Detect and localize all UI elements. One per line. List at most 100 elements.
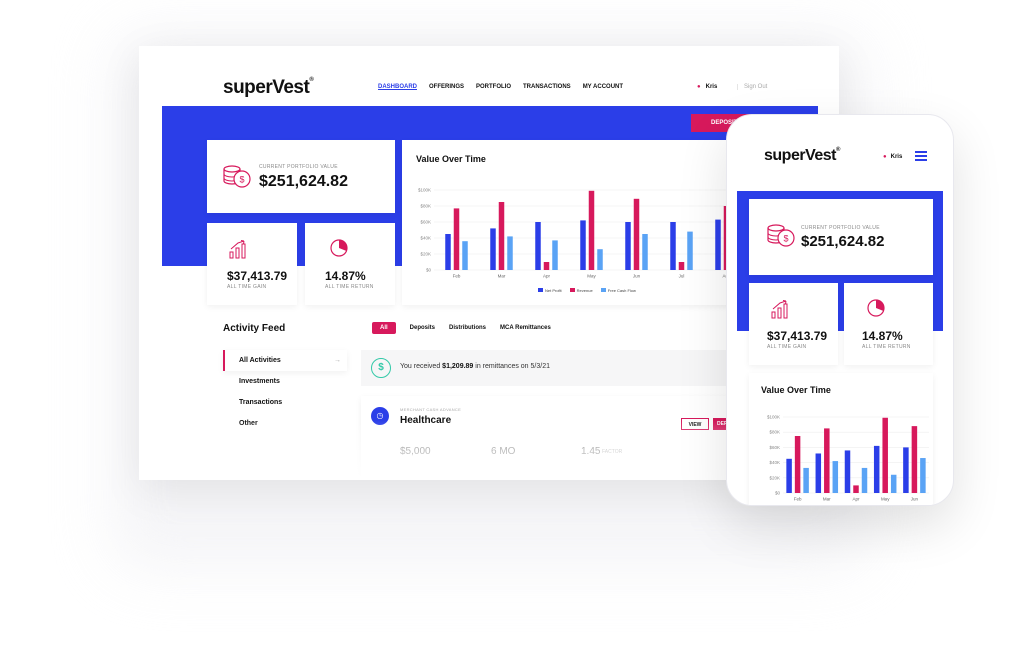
legend-net-profit: Net Profit [538, 288, 562, 293]
bar [815, 453, 822, 493]
bar [490, 228, 496, 270]
y-tick-label: $60K [420, 220, 431, 225]
nav-transactions[interactable]: TRANSACTIONS [523, 84, 571, 90]
coins-icon: $ [223, 165, 251, 188]
growth-chart-icon [771, 300, 788, 319]
x-tick-label: Apr [543, 274, 551, 279]
bar [462, 241, 468, 270]
bar [498, 202, 505, 270]
view-button[interactable]: VIEW [681, 418, 709, 430]
offering-name: Healthcare [400, 415, 452, 426]
growth-chart-icon [229, 240, 246, 259]
coins-icon: $ [767, 224, 795, 247]
all-time-return-card: 14.87% ALL TIME RETURN [305, 223, 395, 305]
side-item-investments[interactable]: Investments [239, 378, 280, 385]
x-tick-label: Feb [794, 497, 802, 502]
bar [715, 219, 721, 270]
logo[interactable]: superVest® [223, 77, 314, 98]
side-item-all-activities[interactable]: All Activities → [223, 350, 347, 371]
activity-side-menu: All Activities → Investments Transactions… [223, 350, 347, 434]
y-tick-label: $0 [775, 491, 781, 496]
legend-free-cash-flow: Free Cash Flow [600, 288, 636, 293]
filter-distributions[interactable]: Distributions [449, 325, 487, 331]
bar [882, 417, 888, 493]
mobile-logo[interactable]: superVest® [764, 147, 840, 164]
bar [786, 458, 792, 493]
bar [670, 222, 676, 270]
bar [543, 262, 550, 270]
bar [535, 222, 541, 270]
bar [911, 426, 918, 493]
filter-all[interactable]: All [372, 322, 396, 334]
activity-filters: All Deposits Distributions MCA Remittanc… [372, 322, 551, 334]
x-tick-label: Feb [453, 274, 461, 279]
y-tick-label: $40K [420, 236, 431, 241]
bar [642, 234, 648, 270]
offering-factor-label: FACTOR [602, 449, 623, 455]
bar [445, 234, 451, 270]
bar [803, 467, 809, 493]
filter-mca-remittances[interactable]: MCA Remittances [500, 325, 551, 331]
bar [853, 485, 859, 493]
y-tick-label: $20K [420, 252, 431, 257]
svg-text:$: $ [783, 234, 788, 244]
bar [844, 450, 851, 493]
dollar-refresh-icon: $ [371, 358, 391, 378]
mobile-gain-value: $37,413.79 [767, 329, 828, 343]
bar [678, 262, 685, 270]
portfolio-value-card: $ CURRENT PORTFOLIO VALUE $251,624.82 [207, 140, 395, 213]
y-tick-label: $80K [420, 204, 431, 209]
bar [687, 231, 693, 270]
y-tick-label: $40K [769, 460, 780, 465]
bar [890, 474, 897, 493]
user-menu[interactable]: ● Kris [697, 84, 718, 90]
bar [794, 436, 801, 493]
mobile-gain-label: ALL TIME GAIN [767, 344, 807, 350]
bar [920, 458, 926, 493]
nav-my-account[interactable]: MY ACCOUNT [582, 84, 624, 90]
x-tick-label: Mar [823, 497, 831, 502]
mobile-value-over-time-chart: $0 $20K $40K $60K $80K $100K Feb Mar Apr May Jun [767, 415, 929, 502]
all-time-gain-card: $37,413.79 ALL TIME GAIN [207, 223, 297, 305]
hamburger-menu-icon[interactable] [915, 151, 927, 163]
main-nav: DASHBOARD OFFERINGS PORTFOLIO TRANSACTIO… [378, 84, 623, 90]
top-nav-bar: superVest® DASHBOARD OFFERINGS PORTFOLIO… [139, 46, 839, 106]
filter-deposits[interactable]: Deposits [409, 325, 436, 331]
activity-feed-title: Activity Feed [223, 323, 286, 334]
mobile-device: superVest® ● Kris $ CURRENT PORTFOLIO VAL… [726, 114, 954, 506]
x-tick-label: Apr [852, 497, 860, 502]
user-icon: ● [883, 154, 887, 160]
mobile-screen: superVest® ● Kris $ CURRENT PORTFOLIO VAL… [737, 133, 943, 505]
mobile-portfolio-value: $251,624.82 [801, 233, 885, 250]
return-label: ALL TIME RETURN [325, 284, 374, 290]
pie-chart-icon [867, 299, 885, 317]
arrow-right-icon: → [334, 357, 341, 364]
y-tick-label: $100K [767, 415, 780, 420]
return-value: 14.87% [325, 269, 366, 283]
gain-label: ALL TIME GAIN [227, 284, 267, 290]
bar [588, 190, 595, 270]
portfolio-value: $251,624.82 [259, 173, 348, 190]
side-item-other[interactable]: Other [239, 420, 258, 427]
nav-portfolio[interactable]: PORTFOLIO [476, 84, 512, 90]
remittance-text: You received $1,209.89 in remittances on… [400, 363, 550, 370]
offering-amount: $5,000 [400, 446, 431, 457]
mobile-portfolio-card: $ CURRENT PORTFOLIO VALUE $251,624.82 [749, 199, 933, 275]
bar [873, 445, 880, 493]
nav-offerings[interactable]: OFFERINGS [429, 84, 465, 90]
mobile-value-over-time-card: Value Over Time $0 $20K $40K $60K $80K $100K F… [749, 373, 933, 505]
bar [453, 208, 460, 270]
bar [861, 467, 868, 493]
clock-icon: ◷ [371, 407, 389, 425]
nav-dashboard[interactable]: DASHBOARD [378, 84, 417, 90]
chart-legend: Net Profit Revenue Free Cash Flow [538, 288, 636, 293]
sign-out-link[interactable]: Sign Out [737, 84, 767, 90]
desktop-dashboard: superVest® DASHBOARD OFFERINGS PORTFOLIO… [139, 46, 839, 480]
y-tick-label: $100K [418, 188, 431, 193]
mobile-user-menu[interactable]: ● Kris [883, 154, 903, 160]
svg-text:$: $ [239, 175, 244, 185]
y-tick-label: $0 [426, 268, 432, 273]
bar [580, 220, 586, 270]
side-item-transactions[interactable]: Transactions [239, 399, 283, 406]
mobile-return-card: 14.87% ALL TIME RETURN [844, 283, 933, 365]
